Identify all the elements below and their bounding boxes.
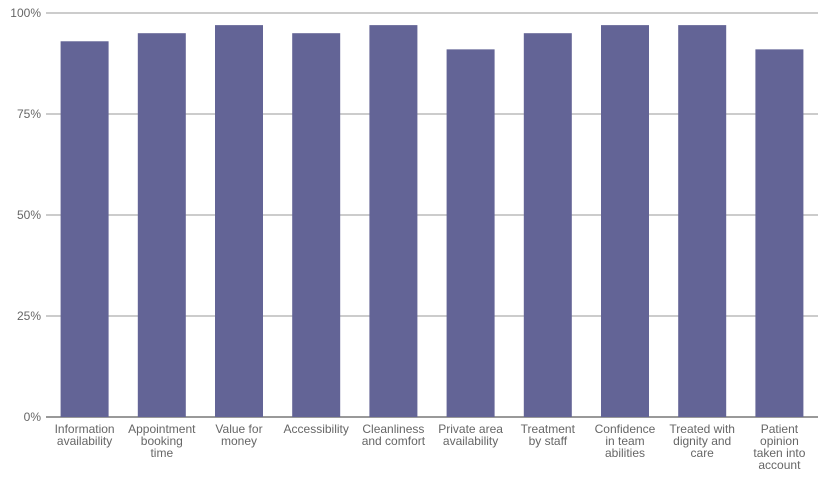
label-line: Patient (761, 422, 799, 436)
bar (60, 41, 109, 417)
x-tick-label: Accessibility (284, 422, 349, 436)
label-line: Cleanliness (362, 422, 424, 436)
bar (755, 49, 804, 418)
bar (601, 25, 649, 418)
bar (523, 33, 572, 417)
y-tick-label: 0% (24, 410, 42, 424)
x-tick-label: Information availability (55, 422, 115, 448)
x-tick-label: Cleanliness and comfort (362, 422, 426, 448)
bar (292, 33, 341, 417)
bar (446, 49, 495, 418)
bar (137, 33, 186, 417)
label-line: availability (443, 434, 498, 448)
x-tick-label: Private area availability (438, 422, 503, 448)
bar (215, 25, 263, 418)
y-tick-label: 75% (17, 107, 41, 121)
label-line: Appointment (128, 422, 196, 436)
label-line: Private area (438, 422, 503, 436)
label-line: abilities (605, 446, 645, 460)
x-tick-label: Appointment booking time (128, 422, 196, 460)
label-line: in team (605, 434, 644, 448)
label-line: money (221, 434, 257, 448)
label-line: Value for (215, 422, 262, 436)
x-tick-label: Value for money (215, 422, 262, 448)
x-tick-label: Confidence in team abilities (595, 422, 656, 460)
label-line: account (758, 458, 801, 472)
y-tick-label: 100% (10, 6, 41, 20)
label-line: by staff (529, 434, 568, 448)
label-line: Information (55, 422, 115, 436)
x-tick-label: Treated with dignity and care (669, 422, 735, 460)
x-tick-label: Treatment by staff (521, 422, 576, 448)
bar (369, 25, 418, 418)
label-line: time (150, 446, 173, 460)
x-tick-label: Patient opinion taken into account (753, 422, 805, 472)
label-line: taken into (753, 446, 805, 460)
label-line: Treatment (521, 422, 576, 436)
label-line: availability (57, 434, 112, 448)
label-line: and comfort (362, 434, 426, 448)
bar (678, 25, 727, 418)
label-line: dignity and (673, 434, 731, 448)
label-line: opinion (760, 434, 799, 448)
label-line: Accessibility (284, 422, 349, 436)
label-line: Confidence (595, 422, 656, 436)
y-tick-label: 25% (17, 309, 41, 323)
label-line: care (691, 446, 715, 460)
label-line: booking (141, 434, 183, 448)
label-line: Treated with (669, 422, 735, 436)
y-tick-label: 50% (17, 208, 41, 222)
